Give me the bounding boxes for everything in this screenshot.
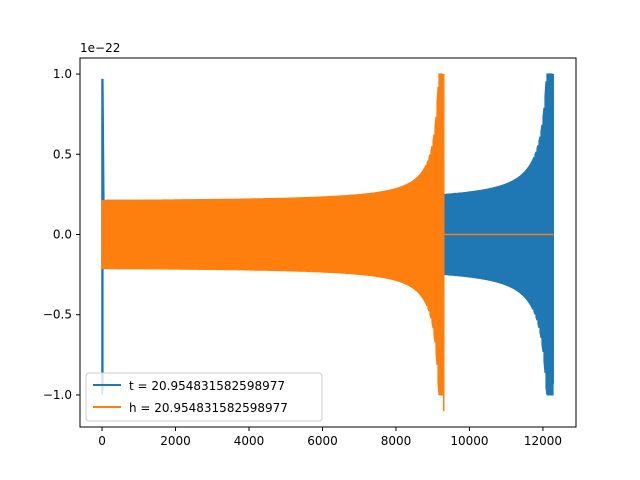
x-tick-label: 10000 — [450, 434, 488, 448]
y-tick-label: 0.0 — [53, 227, 72, 241]
legend-label-t: t = 20.954831582598977 — [129, 379, 285, 393]
axes-frame — [79, 57, 577, 428]
y-tick-label: −1.0 — [43, 388, 72, 402]
series-line-h — [101, 73, 444, 396]
legend-box — [85, 372, 323, 422]
x-tick-label: 8000 — [381, 434, 412, 448]
y-offset-text: 1e−22 — [80, 41, 120, 55]
x-tick-label: 0 — [98, 434, 106, 448]
series-layer — [101, 73, 554, 411]
y-tick-label: 0.5 — [53, 147, 72, 161]
x-tick-label: 12000 — [524, 434, 562, 448]
x-tick-label: 2000 — [160, 434, 191, 448]
legend-label-h: h = 20.954831582598977 — [129, 401, 288, 415]
legend: t = 20.954831582598977 h = 20.9548315825… — [85, 372, 323, 422]
ticks-layer: 0 2000 4000 6000 8000 10000 12000 −1.0 −0.5 0.0 0.… — [43, 67, 562, 448]
x-tick-label: 4000 — [234, 434, 265, 448]
y-tick-label: 1.0 — [53, 67, 72, 81]
y-tick-label: −0.5 — [43, 308, 72, 322]
x-tick-label: 6000 — [307, 434, 338, 448]
